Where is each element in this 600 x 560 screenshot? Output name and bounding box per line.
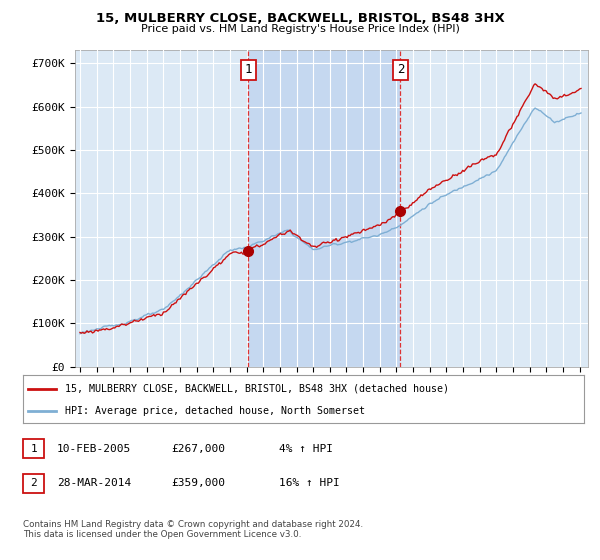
Text: 1: 1	[244, 63, 252, 76]
Text: 4% ↑ HPI: 4% ↑ HPI	[279, 444, 333, 454]
Text: 28-MAR-2014: 28-MAR-2014	[57, 478, 131, 488]
Text: 16% ↑ HPI: 16% ↑ HPI	[279, 478, 340, 488]
Bar	[248, 50, 400, 367]
Text: 10-FEB-2005: 10-FEB-2005	[57, 444, 131, 454]
Text: £359,000: £359,000	[171, 478, 225, 488]
Text: £267,000: £267,000	[171, 444, 225, 454]
Text: 15, MULBERRY CLOSE, BACKWELL, BRISTOL, BS48 3HX (detached house): 15, MULBERRY CLOSE, BACKWELL, BRISTOL, B…	[65, 384, 449, 394]
Text: 2: 2	[397, 63, 404, 76]
Text: Contains HM Land Registry data © Crown copyright and database right 2024.
This d: Contains HM Land Registry data © Crown c…	[23, 520, 363, 539]
Text: 1: 1	[30, 444, 37, 454]
Text: 15, MULBERRY CLOSE, BACKWELL, BRISTOL, BS48 3HX: 15, MULBERRY CLOSE, BACKWELL, BRISTOL, B…	[95, 12, 505, 25]
Text: 2: 2	[30, 478, 37, 488]
Text: Price paid vs. HM Land Registry's House Price Index (HPI): Price paid vs. HM Land Registry's House …	[140, 24, 460, 34]
Text: HPI: Average price, detached house, North Somerset: HPI: Average price, detached house, Nort…	[65, 406, 365, 416]
